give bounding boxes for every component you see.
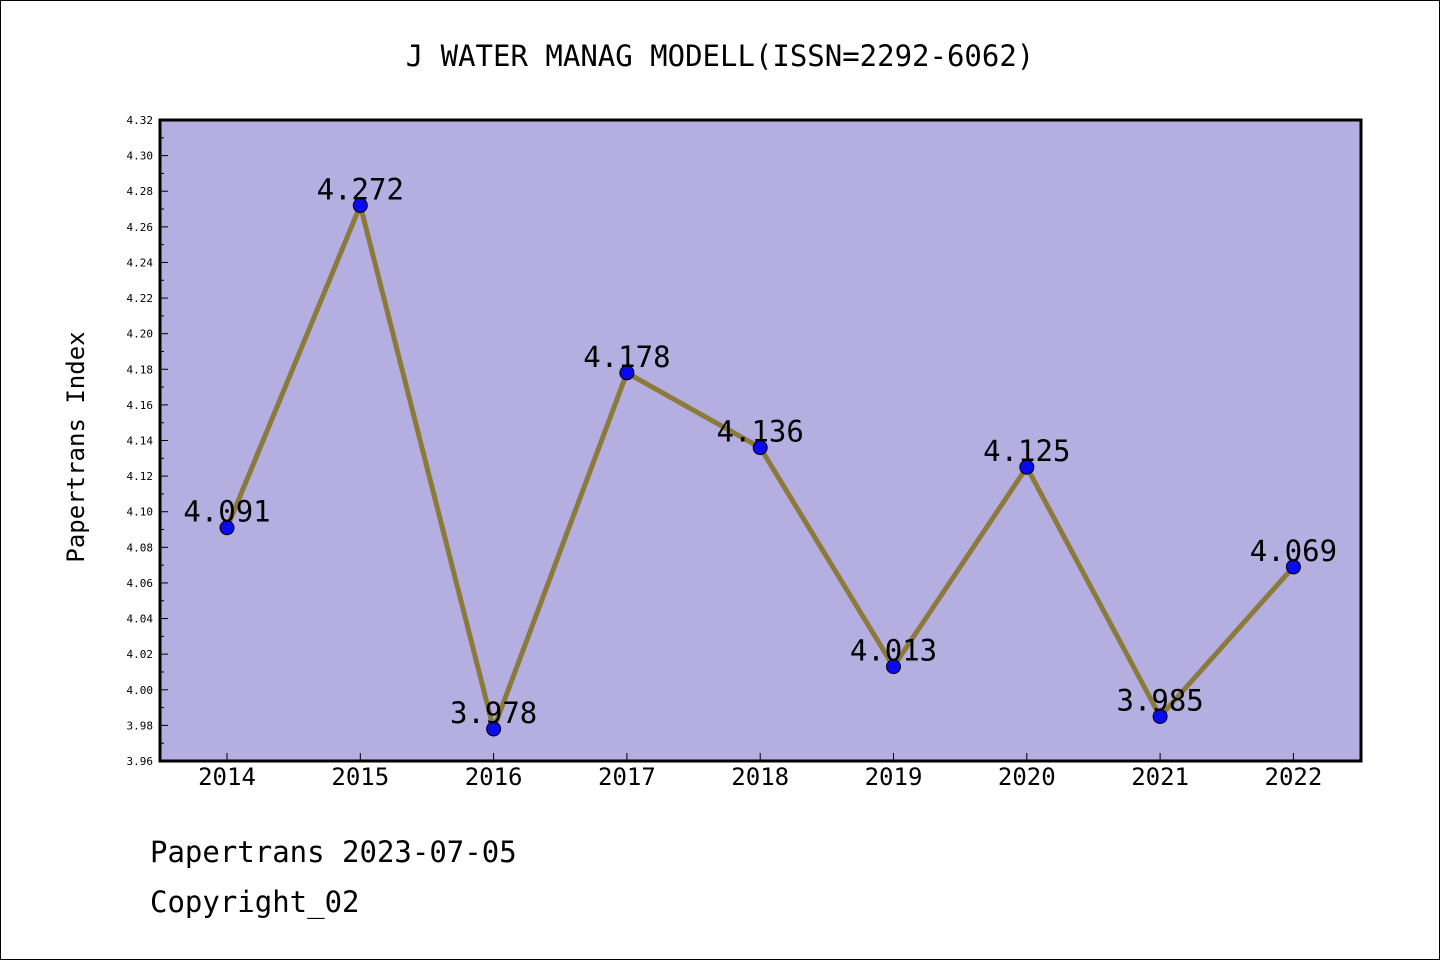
x-tick-label: 2019 xyxy=(865,763,923,791)
y-tick-label: 4.16 xyxy=(127,399,154,412)
data-label: 4.125 xyxy=(983,434,1070,468)
data-label: 4.136 xyxy=(717,415,804,449)
x-tick-label: 2020 xyxy=(998,763,1056,791)
y-tick-label: 4.30 xyxy=(127,150,154,163)
y-tick-label: 4.06 xyxy=(127,577,154,590)
y-tick-label: 4.26 xyxy=(127,221,154,234)
y-tick-label: 4.32 xyxy=(127,114,154,127)
y-tick-label: 4.28 xyxy=(127,185,154,198)
footer-date-line: Papertrans 2023-07-05 xyxy=(150,835,517,869)
data-labels: 4.091 4.272 3.978 4.178 4.136 4.013 4.125 3.985… xyxy=(183,172,1337,729)
y-tick-label: 4.24 xyxy=(127,256,154,269)
data-point-marker xyxy=(619,365,635,381)
x-tick-label: 2017 xyxy=(598,763,656,791)
data-label: 4.178 xyxy=(583,340,670,374)
data-point-marker xyxy=(1019,459,1035,475)
y-tick-label: 4.04 xyxy=(127,613,154,626)
y-tick-label: 4.18 xyxy=(127,363,154,376)
data-label: 4.272 xyxy=(317,172,404,206)
data-label: 4.091 xyxy=(183,495,270,529)
x-tick-label: 2015 xyxy=(331,763,389,791)
x-tick-label: 2018 xyxy=(731,763,789,791)
y-tick-label: 4.10 xyxy=(127,506,154,519)
x-tick-label: 2014 xyxy=(198,763,256,791)
y-tick-label: 4.02 xyxy=(127,648,154,661)
y-tick-label: 3.96 xyxy=(127,755,154,768)
y-tick-label: 4.14 xyxy=(127,435,154,448)
y-tick-label: 4.20 xyxy=(127,328,154,341)
data-label: 4.069 xyxy=(1250,534,1337,568)
y-tick-label: 3.98 xyxy=(127,719,154,732)
data-label: 4.013 xyxy=(850,634,937,668)
x-tick-label: 2016 xyxy=(465,763,523,791)
data-point-marker xyxy=(219,520,235,536)
footer-copyright: Copyright_02 xyxy=(150,885,360,919)
x-axis: 2014 2015 2016 2017 2018 2019 2020 2021 2022 xyxy=(198,753,1322,791)
data-point-marker xyxy=(886,659,901,675)
data-point-marker xyxy=(752,440,768,456)
data-point-marker xyxy=(1152,708,1168,724)
y-tick-label: 4.08 xyxy=(127,541,154,554)
data-label: 3.985 xyxy=(1116,683,1203,717)
x-tick-label: 2022 xyxy=(1265,763,1323,791)
data-point-marker xyxy=(352,197,368,213)
y-tick-label: 4.22 xyxy=(127,292,154,305)
data-point-marker xyxy=(486,721,502,737)
y-axis-label: Papertrans Index xyxy=(62,331,90,562)
data-label: 3.978 xyxy=(450,696,537,730)
series-markers xyxy=(219,197,1301,737)
x-tick-label: 2021 xyxy=(1131,763,1189,791)
chart-title: J WATER MANAG MODELL(ISSN=2292-6062) xyxy=(406,39,1035,73)
y-tick-label: 4.00 xyxy=(127,684,154,697)
plot-border xyxy=(158,118,1363,763)
y-axis: 3.96 3.98 4.00 4.02 4.04 4.06 4.08 4.10 4.12 4.14… xyxy=(127,114,168,768)
data-point-marker xyxy=(1285,559,1301,575)
y-tick-label: 4.12 xyxy=(127,470,154,483)
